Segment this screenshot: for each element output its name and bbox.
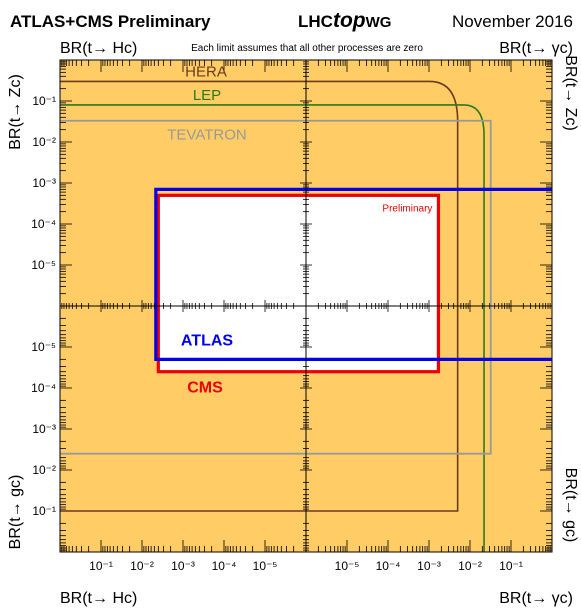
tick-label: 10⁻⁴: [31, 217, 56, 231]
label-tevatron: TEVATRON: [167, 127, 246, 144]
axis-title-bottom-left: BR(t→ Hc): [60, 590, 137, 607]
label-atlas: ATLAS: [181, 332, 233, 349]
atlas-limit: [154, 187, 552, 361]
label-lep: LEP: [193, 87, 221, 104]
tevatron-limit: [60, 119, 492, 455]
tick-marks: [60, 60, 552, 552]
tick-label: 10⁻¹: [89, 559, 113, 573]
label-hera: HERA: [185, 63, 227, 80]
tick-labels: 10⁻¹ 10⁻² 10⁻³ 10⁻⁴ 10⁻⁵ 10⁻⁵ 10⁻⁴ 10⁻³ 10⁻² 10⁻¹…: [31, 94, 523, 573]
tick-label: 10⁻²: [32, 463, 56, 477]
header-experiments: ATLAS+CMS Preliminary: [10, 12, 211, 31]
header-date: November 2016: [452, 12, 573, 31]
axis-title-right-top: BR(t→ Zc): [562, 55, 579, 131]
axis-title-left-top: BR(t→ Zc): [7, 74, 24, 150]
axis-title-top-left: BR(t→ Hc): [60, 40, 137, 57]
tick-label: 10⁻²: [32, 135, 56, 149]
axis-title-right-bottom: BR(t→ gc): [562, 468, 579, 543]
axis-title-bottom-right: BR(t→ γc): [499, 590, 573, 607]
header-wg-prefix: LHC: [298, 12, 333, 31]
label-preliminary: Preliminary: [382, 203, 432, 214]
header-wg-italic: top: [333, 9, 366, 32]
tick-label: 10⁻¹: [32, 94, 56, 108]
tick-label: 10⁻⁵: [31, 340, 56, 354]
tick-label: 10⁻²: [130, 559, 154, 573]
tick-label: 10⁻³: [171, 559, 195, 573]
header-note: Each limit assumes that all other proces…: [191, 43, 423, 54]
header-wg-suffix: WG: [366, 14, 392, 31]
lep-limit: [60, 104, 485, 552]
tick-label: 10⁻⁴: [31, 381, 56, 395]
tick-label: 10⁻⁵: [253, 559, 278, 573]
tick-label: 10⁻³: [32, 176, 56, 190]
tick-label: 10⁻³: [32, 422, 56, 436]
tick-label: 10⁻³: [417, 559, 441, 573]
tick-label: 10⁻¹: [499, 559, 523, 573]
allowed-region: [158, 195, 439, 372]
tick-label: 10⁻⁴: [376, 559, 401, 573]
tick-label: 10⁻¹: [32, 504, 56, 518]
axis-title-top-right: BR(t→ γc): [499, 40, 573, 57]
cms-limit: [156, 193, 441, 374]
tick-label: 10⁻²: [458, 559, 482, 573]
label-cms: CMS: [187, 380, 223, 397]
tick-label: 10⁻⁴: [212, 559, 237, 573]
header-working-group: LHCtopWG: [298, 9, 391, 32]
axis-title-left-bottom: BR(t→ gc): [7, 475, 24, 550]
tick-label: 10⁻⁵: [335, 559, 360, 573]
tick-label: 10⁻⁵: [31, 258, 56, 272]
